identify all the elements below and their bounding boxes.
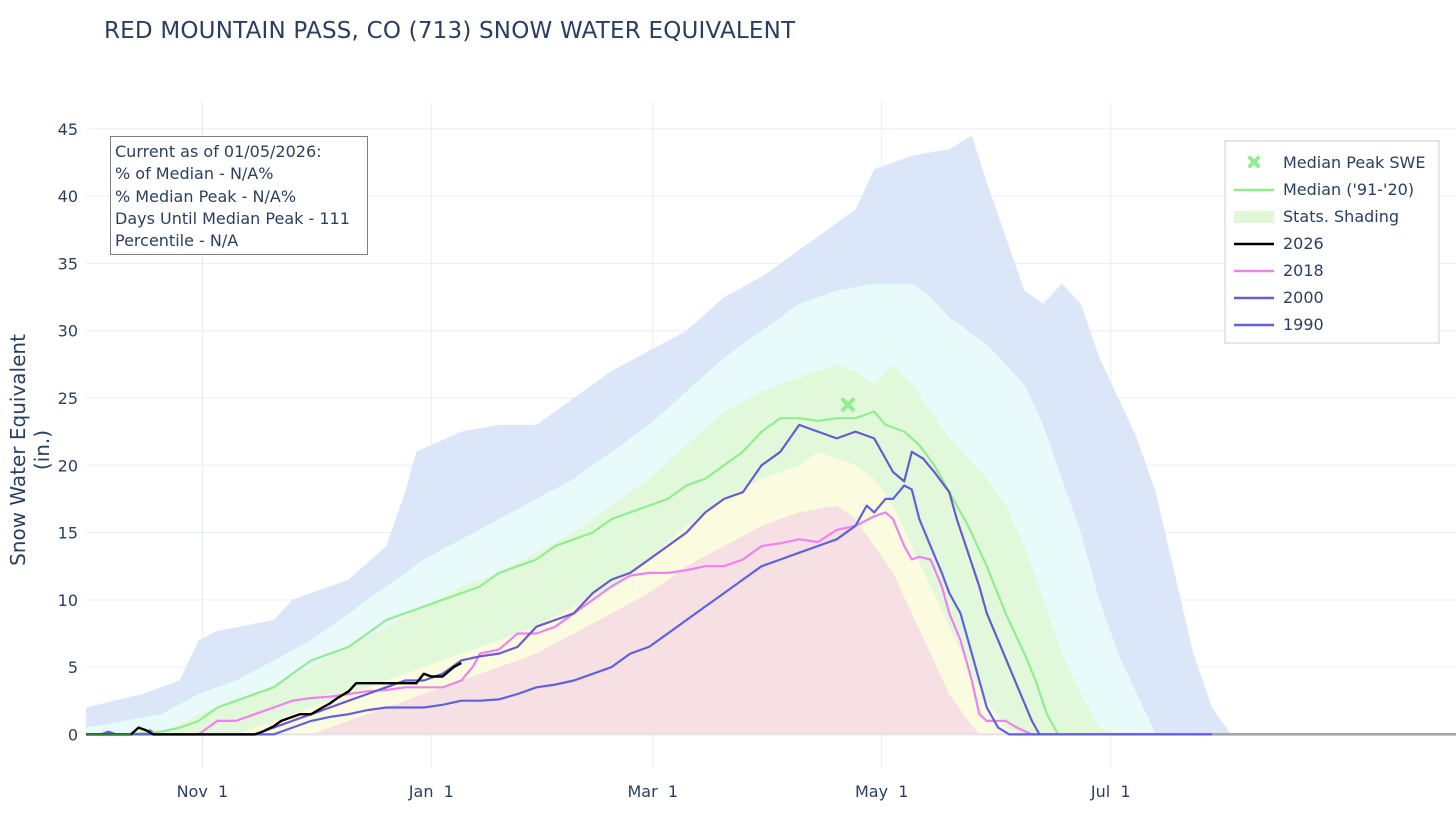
line-swatch-icon <box>1234 269 1274 273</box>
y-tick-label: 15 <box>58 524 78 543</box>
y-tick-label: 45 <box>58 120 78 139</box>
annotation-line-days-until-peak: Days Until Median Peak - 111 <box>115 208 350 228</box>
line-swatch-icon <box>1234 296 1274 300</box>
y-tick-label: 0 <box>68 725 78 744</box>
legend-item-median-peak[interactable]: Median Peak SWE <box>1226 150 1440 176</box>
x-tick-label: Jan 1 <box>408 782 454 801</box>
series-line-1990 <box>86 484 1456 736</box>
legend-item-2026[interactable]: 2026 <box>1226 231 1440 257</box>
y-tick-label: 30 <box>58 322 78 341</box>
legend-item-2000[interactable]: 2000 <box>1226 285 1440 311</box>
x-tick-label: Mar 1 <box>627 782 678 801</box>
x-marker-icon <box>1248 156 1260 168</box>
line-swatch-icon <box>1234 323 1274 327</box>
series-line-2026 <box>86 662 462 736</box>
legend: Median Peak SWE Median ('91-'20) Stats. … <box>1224 140 1440 344</box>
line-swatch-icon <box>1234 242 1274 246</box>
legend-item-stats-shading[interactable]: Stats. Shading <box>1226 204 1440 230</box>
annotation-line-current: Current as of 01/05/2026: <box>115 142 322 161</box>
legend-label: 2000 <box>1283 288 1324 307</box>
status-annotation: Current as of 01/05/2026: % of Median - … <box>110 136 368 256</box>
y-tick-label: 5 <box>68 658 78 677</box>
chart-title: RED MOUNTAIN PASS, CO (713) SNOW WATER E… <box>104 18 796 44</box>
x-tick-label: Nov 1 <box>177 782 229 801</box>
annotation-line-percent-median: % of Median - N/A% <box>115 164 274 184</box>
legend-label: 2018 <box>1283 261 1324 280</box>
legend-item-2018[interactable]: 2018 <box>1226 258 1440 284</box>
annotation-line-percent-median-peak: % Median Peak - N/A% <box>115 186 297 206</box>
x-tick-label: May 1 <box>855 782 908 801</box>
y-tick-label: 10 <box>58 591 78 610</box>
x-tick-label: Jul 1 <box>1090 782 1131 801</box>
fill-swatch-icon <box>1234 211 1274 223</box>
annotation-line-percentile: Percentile - N/A <box>115 231 239 251</box>
legend-item-1990[interactable]: 1990 <box>1226 312 1440 338</box>
y-tick-label: 40 <box>58 187 78 206</box>
legend-label: 2026 <box>1283 234 1324 253</box>
y-tick-label: 20 <box>58 456 78 475</box>
legend-label: Median ('91-'20) <box>1283 180 1415 199</box>
band-p30-band <box>86 505 1456 735</box>
y-tick-label: 35 <box>58 254 78 273</box>
legend-label: 1990 <box>1283 315 1324 334</box>
series-line-median-91-20- <box>86 410 1456 736</box>
median-peak-marker <box>840 397 855 412</box>
legend-item-median[interactable]: Median ('91-'20) <box>1226 177 1440 203</box>
legend-label: Median Peak SWE <box>1283 153 1426 172</box>
legend-label: Stats. Shading <box>1283 207 1400 226</box>
series-line-2018 <box>86 511 1456 736</box>
line-swatch-icon <box>1234 188 1274 192</box>
y-tick-label: 25 <box>58 389 78 408</box>
